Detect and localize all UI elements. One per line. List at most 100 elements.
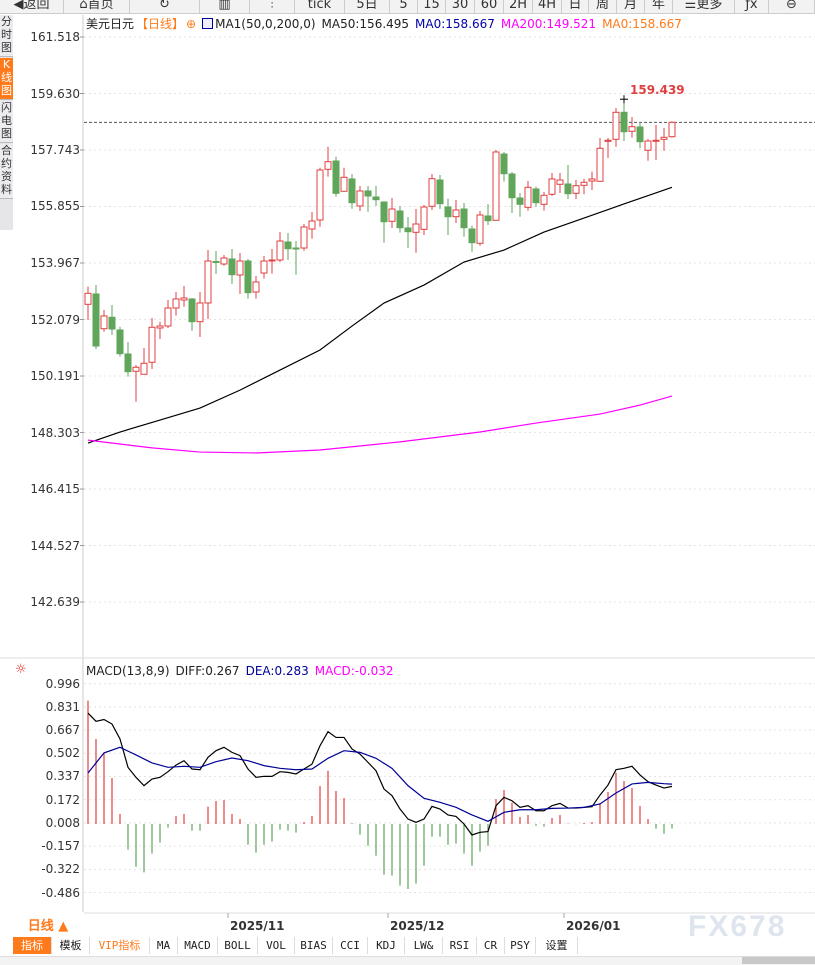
tab-psy[interactable]: PSY [505, 937, 536, 954]
candle[interactable] [596, 137, 604, 182]
candle[interactable] [532, 186, 540, 207]
candle[interactable] [292, 241, 300, 275]
candle[interactable] [364, 185, 372, 212]
period-day[interactable]: 日 [562, 0, 589, 13]
candle[interactable] [244, 258, 252, 299]
candle[interactable] [612, 107, 620, 147]
candle[interactable] [316, 167, 324, 227]
tab-cci[interactable]: CCI [333, 937, 368, 954]
candle[interactable] [196, 292, 204, 337]
sidebar-tab-0[interactable]: 分时图 [0, 15, 13, 57]
candle[interactable] [108, 304, 116, 335]
candle[interactable] [660, 127, 668, 151]
candle[interactable] [260, 255, 268, 279]
tab-指标[interactable]: 指标 [13, 937, 52, 954]
candle[interactable] [572, 180, 580, 200]
candle[interactable] [172, 292, 180, 316]
candle[interactable] [452, 199, 460, 223]
candle[interactable] [116, 326, 124, 357]
sidebar-tab-2[interactable]: 闪电图 [0, 101, 13, 143]
candle[interactable] [548, 173, 556, 196]
candle[interactable] [524, 180, 532, 211]
candle[interactable] [580, 178, 588, 195]
period-week[interactable]: 周 [589, 0, 617, 13]
indicator-settings-icon[interactable]: ☼ [15, 662, 27, 677]
tab-vol[interactable]: VOL [258, 937, 295, 954]
candle[interactable] [180, 285, 188, 307]
tab-kdj[interactable]: KDJ [368, 937, 405, 954]
candle[interactable] [356, 185, 364, 211]
tab-vip指标[interactable]: VIP指标 [90, 937, 150, 954]
candle[interactable] [220, 254, 228, 266]
candle[interactable] [380, 201, 388, 243]
candle[interactable] [508, 171, 516, 213]
candle[interactable] [628, 117, 636, 138]
candle[interactable] [644, 139, 652, 161]
candle[interactable] [412, 209, 420, 253]
crosshair-icon[interactable]: ⊕ [186, 17, 197, 31]
candle[interactable] [588, 171, 596, 191]
horizontal-scrollbar[interactable] [0, 956, 815, 965]
candle[interactable] [468, 225, 476, 252]
back-button[interactable]: ◀返回 [0, 0, 64, 13]
candle[interactable] [556, 173, 564, 193]
candle[interactable] [564, 164, 572, 200]
candle[interactable] [140, 348, 148, 375]
home-button[interactable]: ⌂首页 [64, 0, 130, 13]
tab-lw&[interactable]: LW& [405, 937, 443, 954]
candle[interactable] [604, 137, 612, 159]
candle[interactable] [228, 248, 236, 284]
period-15min[interactable]: 15 [418, 0, 446, 13]
candle[interactable] [132, 364, 140, 402]
candle[interactable] [300, 224, 308, 251]
more-button[interactable]: ☰更多 [673, 0, 735, 13]
candle[interactable] [492, 149, 500, 221]
candle[interactable] [484, 203, 492, 225]
candle[interactable] [100, 309, 108, 332]
candle[interactable] [276, 231, 284, 262]
candle[interactable] [444, 198, 452, 235]
candle[interactable] [188, 297, 196, 331]
period-tick[interactable]: tick [295, 0, 345, 13]
candle[interactable] [540, 191, 548, 211]
scrollbar-thumb[interactable] [742, 957, 815, 964]
tab-macd[interactable]: MACD [178, 937, 218, 954]
candle[interactable] [340, 167, 348, 192]
tab-ma[interactable]: MA [150, 937, 178, 954]
period-4h[interactable]: 4H [533, 0, 562, 13]
candle[interactable] [348, 173, 356, 209]
candle[interactable] [436, 174, 444, 210]
period-5day[interactable]: 5日 [345, 0, 390, 13]
sidebar-tab-3[interactable]: 合约资料 [0, 144, 13, 199]
candle-style-button[interactable]: ⫶ [250, 0, 295, 13]
candle[interactable] [420, 204, 428, 235]
candle[interactable] [460, 202, 468, 237]
candle[interactable] [92, 284, 100, 349]
candle[interactable] [636, 122, 644, 149]
candle[interactable] [164, 299, 172, 328]
candle[interactable] [124, 341, 132, 377]
candle[interactable] [236, 253, 244, 294]
candle[interactable] [204, 249, 212, 320]
candle[interactable] [668, 121, 676, 138]
period-month[interactable]: 月 [617, 0, 645, 13]
period-2h[interactable]: 2H [504, 0, 533, 13]
candle[interactable] [332, 156, 340, 197]
candle[interactable] [284, 232, 292, 260]
candle[interactable] [404, 216, 412, 249]
tab-rsi[interactable]: RSI [443, 937, 477, 954]
candle[interactable] [428, 173, 436, 210]
candle[interactable] [324, 146, 332, 177]
period-selector[interactable]: 日线 ▲ [27, 919, 69, 934]
candle[interactable] [252, 275, 260, 299]
candle[interactable] [308, 212, 316, 239]
period-30min[interactable]: 30 [446, 0, 475, 13]
candle[interactable] [396, 205, 404, 233]
period-60min[interactable]: 60 [475, 0, 504, 13]
candle[interactable] [620, 99, 628, 142]
candle[interactable] [212, 250, 220, 274]
candle[interactable] [516, 192, 524, 217]
candle[interactable] [500, 151, 508, 182]
formula-button[interactable]: ƒx [735, 0, 769, 13]
